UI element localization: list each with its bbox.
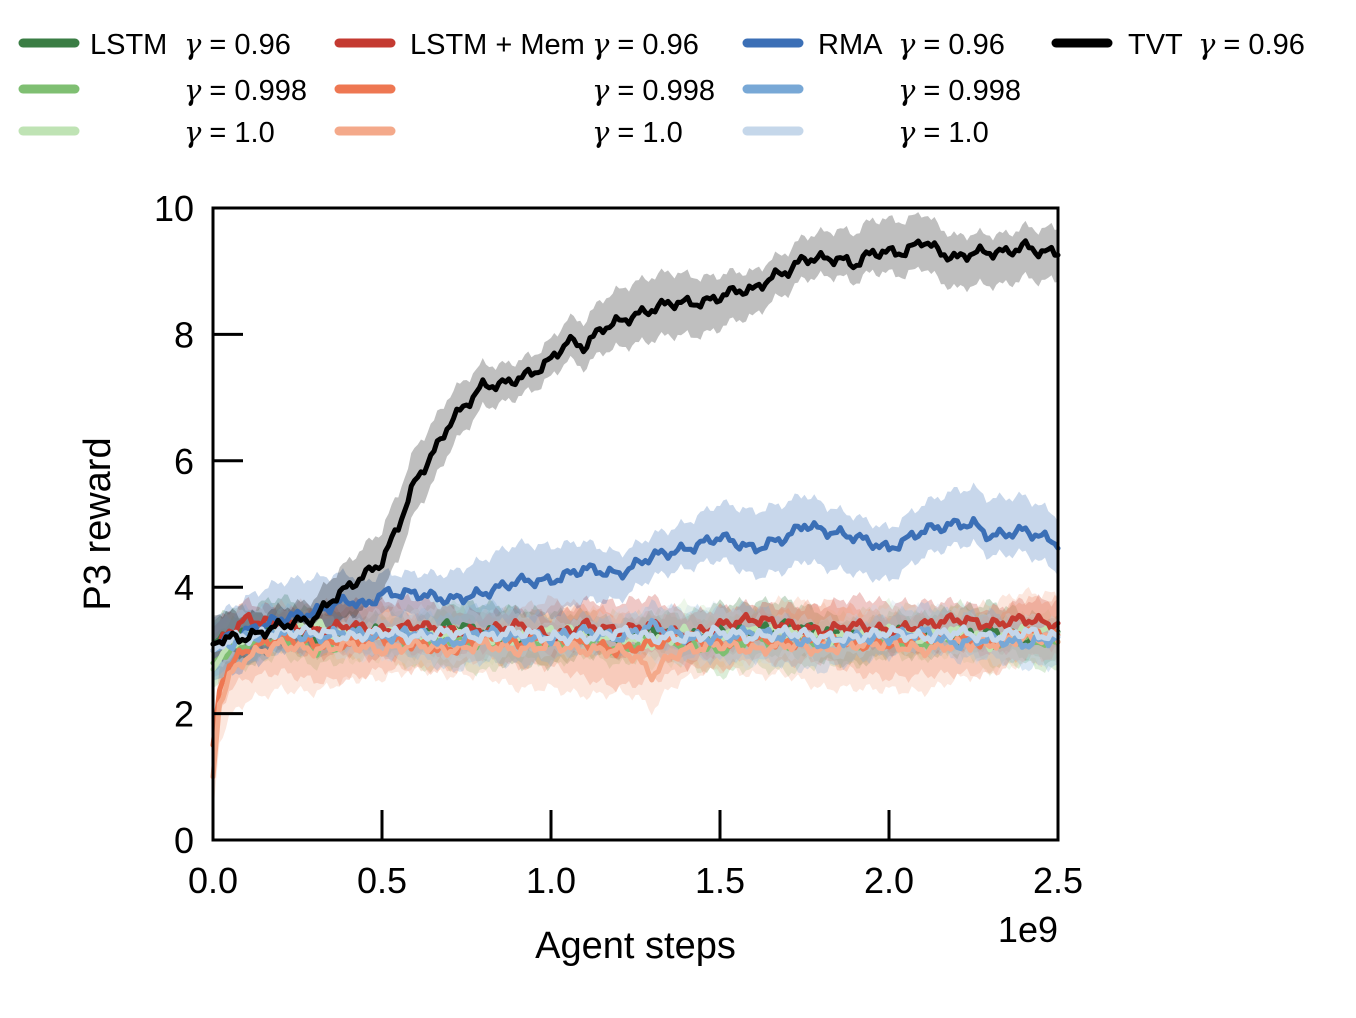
legend-label: LSTM + Mem bbox=[410, 29, 585, 61]
legend-gamma-label: γ = 0.96 bbox=[898, 27, 1005, 61]
legend-gamma-label: γ = 0.96 bbox=[592, 27, 699, 61]
y-tick-label: 2 bbox=[174, 694, 194, 735]
legend-gamma-label: γ = 0.998 bbox=[592, 73, 715, 107]
series-line-5 bbox=[210, 629, 1061, 780]
x-axis-label: Agent steps bbox=[535, 925, 736, 967]
y-tick-label: 8 bbox=[174, 314, 194, 355]
legend-label: TVT bbox=[1128, 29, 1183, 61]
series-line-8 bbox=[210, 623, 1061, 653]
legend-gamma-label: γ = 1.0 bbox=[898, 115, 989, 149]
x-tick-label: 2.5 bbox=[1033, 860, 1083, 901]
series-lines bbox=[210, 238, 1061, 780]
y-tick-label: 10 bbox=[154, 188, 194, 229]
x-tick-label: 2.0 bbox=[864, 860, 914, 901]
confidence-bands bbox=[213, 212, 1058, 815]
legend-gamma-label: γ = 0.96 bbox=[184, 27, 291, 61]
legend-gamma-label: γ = 0.998 bbox=[898, 73, 1021, 107]
legend-gamma-label: γ = 0.998 bbox=[184, 73, 307, 107]
y-tick-label: 4 bbox=[174, 567, 194, 608]
legend-gamma-label: γ = 1.0 bbox=[184, 115, 275, 149]
axis-ticks: 0.0 0.5 1.0 1.5 2.0 2.5 0 2 4 6 8 10 bbox=[154, 188, 1083, 901]
legend-label: RMA bbox=[818, 29, 883, 61]
y-tick-label: 0 bbox=[174, 820, 194, 861]
x-axis-offset-label: 1e9 bbox=[998, 909, 1058, 950]
x-tick-label: 0.5 bbox=[357, 860, 407, 901]
legend-gamma-label: γ = 1.0 bbox=[592, 115, 683, 149]
x-tick-label: 1.5 bbox=[695, 860, 745, 901]
legend-gamma-label: γ = 0.96 bbox=[1198, 27, 1305, 61]
y-tick-label: 6 bbox=[174, 441, 194, 482]
legend-label: LSTM bbox=[90, 29, 167, 61]
x-tick-label: 0.0 bbox=[188, 860, 238, 901]
y-axis-label: P3 reward bbox=[77, 437, 119, 610]
x-tick-label: 1.0 bbox=[526, 860, 576, 901]
series-band-6 bbox=[213, 482, 1058, 681]
series-line-6 bbox=[210, 516, 1061, 647]
plot-frame bbox=[211, 206, 1060, 842]
series-line-9 bbox=[210, 238, 1061, 647]
